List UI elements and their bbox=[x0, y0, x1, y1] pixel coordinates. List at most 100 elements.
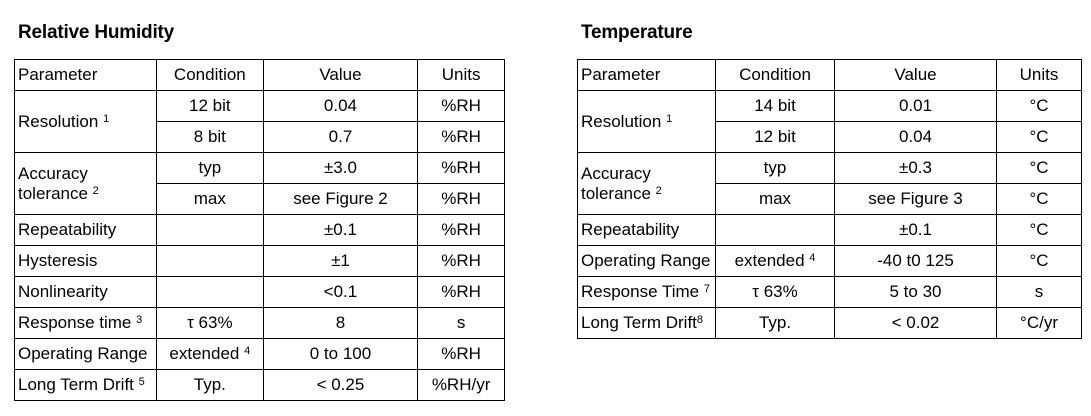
param-label: Resolution bbox=[581, 111, 662, 131]
param-nonlinearity: Nonlinearity bbox=[14, 276, 157, 308]
param-label: tolerance bbox=[581, 183, 651, 203]
condition-cell: τ 63% bbox=[155, 307, 264, 339]
param-label: tolerance bbox=[18, 183, 88, 203]
param-accuracy: Accuracy tolerance 2 bbox=[577, 152, 716, 215]
units-cell: %RH bbox=[417, 183, 505, 215]
condition-label: extended bbox=[734, 251, 805, 270]
header-units: Units bbox=[996, 59, 1082, 91]
table-row: Accuracy tolerance 2 typ ±0.3 °C bbox=[577, 152, 1082, 215]
table-row: Long Term Drift 5 Typ. < 0.25 %RH/yr bbox=[14, 369, 505, 401]
units-cell: °C bbox=[996, 214, 1082, 246]
units-cell: %RH bbox=[417, 214, 505, 246]
value-cell: ±1 bbox=[262, 245, 419, 277]
units-cell: °C bbox=[996, 183, 1082, 215]
value-cell: 0.04 bbox=[262, 90, 419, 122]
table-row: Nonlinearity <0.1 %RH bbox=[14, 276, 505, 308]
value-cell: ±3.0 bbox=[262, 152, 419, 184]
param-resolution: Resolution 1 bbox=[577, 90, 716, 153]
table-row: Response time 3 τ 63% 8 s bbox=[14, 307, 505, 339]
param-response-time: Response time 3 bbox=[14, 307, 157, 339]
param-label: Long Term Drift bbox=[581, 313, 697, 332]
units-cell: °C bbox=[996, 152, 1082, 184]
param-label: Response time bbox=[18, 313, 132, 332]
table-row: Repeatability ±0.1 %RH bbox=[14, 214, 505, 246]
value-cell: ±0.1 bbox=[262, 214, 419, 246]
table-row: Operating Range extended 4 0 to 100 %RH bbox=[14, 338, 505, 370]
value-cell: see Figure 3 bbox=[834, 183, 997, 215]
units-cell: °C bbox=[996, 245, 1082, 277]
header-condition: Condition bbox=[155, 59, 264, 91]
footnote-ref: 1 bbox=[666, 112, 673, 125]
condition-cell bbox=[715, 214, 835, 246]
condition-cell: extended 4 bbox=[155, 338, 264, 370]
condition-label: extended bbox=[169, 344, 240, 363]
table-row: Hysteresis ±1 %RH bbox=[14, 245, 505, 277]
value-cell: ±0.3 bbox=[834, 152, 997, 184]
condition-cell: 8 bit bbox=[155, 121, 264, 153]
header-value: Value bbox=[262, 59, 419, 91]
condition-cell: max bbox=[715, 183, 835, 215]
value-cell: < 0.02 bbox=[834, 307, 997, 339]
value-cell: see Figure 2 bbox=[262, 183, 419, 215]
table-row: Resolution 1 14 bit 0.01 °C bbox=[577, 90, 1082, 153]
units-cell: %RH bbox=[417, 245, 505, 277]
footnote-ref: 1 bbox=[103, 112, 110, 125]
rh-title: Relative Humidity bbox=[18, 22, 175, 43]
param-resolution: Resolution 1 bbox=[14, 90, 157, 153]
param-label: Response Time bbox=[581, 282, 700, 301]
table-row: max see Figure 3 °C bbox=[578, 183, 1082, 215]
param-repeatability: Repeatability bbox=[14, 214, 157, 246]
value-cell: 5 to 30 bbox=[834, 276, 997, 308]
condition-cell: τ 63% bbox=[715, 276, 835, 308]
rh-table: Parameter Condition Value Units Resoluti… bbox=[14, 59, 505, 401]
header-condition: Condition bbox=[715, 59, 835, 91]
param-operating-range: Operating Range bbox=[577, 245, 716, 277]
table-header-row: Parameter Condition Value Units bbox=[577, 59, 1082, 91]
header-parameter: Parameter bbox=[577, 59, 716, 91]
condition-cell bbox=[155, 276, 264, 308]
units-cell: s bbox=[996, 276, 1082, 308]
table-row: Resolution 1 12 bit 0.04 %RH bbox=[14, 90, 505, 153]
condition-cell: Typ. bbox=[715, 307, 835, 339]
units-cell: %RH bbox=[417, 90, 505, 122]
table-row: Accuracy tolerance 2 typ ±3.0 %RH bbox=[14, 152, 505, 215]
header-value: Value bbox=[834, 59, 997, 91]
param-label: Accuracy bbox=[18, 163, 88, 183]
param-response-time: Response Time 7 bbox=[577, 276, 716, 308]
footnote-ref: 4 bbox=[244, 345, 251, 357]
condition-cell: 12 bit bbox=[155, 90, 264, 122]
footnote-ref: 8 bbox=[696, 314, 704, 326]
condition-cell: max bbox=[155, 183, 264, 215]
table-row: Response Time 7 τ 63% 5 to 30 s bbox=[577, 276, 1082, 308]
param-repeatability: Repeatability bbox=[577, 214, 716, 246]
value-cell: 0 to 100 bbox=[262, 338, 419, 370]
temp-table: Parameter Condition Value Units Resoluti… bbox=[577, 59, 1082, 339]
condition-cell: 14 bit bbox=[715, 90, 835, 122]
units-cell: %RH bbox=[417, 152, 505, 184]
units-cell: %RH bbox=[417, 121, 505, 153]
param-long-term-drift: Long Term Drift8 bbox=[577, 307, 716, 339]
value-cell: 0.04 bbox=[834, 121, 997, 153]
param-label: Long Term Drift bbox=[18, 375, 134, 394]
units-cell: s bbox=[417, 307, 505, 339]
value-cell: 0.7 bbox=[262, 121, 419, 153]
condition-cell: extended 4 bbox=[715, 245, 835, 277]
param-operating-range: Operating Range bbox=[14, 338, 157, 370]
temp-title: Temperature bbox=[581, 22, 693, 43]
value-cell: <0.1 bbox=[262, 276, 419, 308]
condition-cell: typ bbox=[155, 152, 264, 184]
value-cell: -40 t0 125 bbox=[834, 245, 997, 277]
table-row: 12 bit 0.04 °C bbox=[578, 121, 1082, 153]
units-cell: °C bbox=[996, 121, 1082, 153]
param-accuracy: Accuracy tolerance 2 bbox=[14, 152, 157, 215]
footnote-ref: 7 bbox=[703, 283, 710, 295]
param-hysteresis: Hysteresis bbox=[14, 245, 157, 277]
param-long-term-drift: Long Term Drift 5 bbox=[14, 369, 157, 401]
footnote-ref: 4 bbox=[809, 252, 816, 264]
table-row: 8 bit 0.7 %RH bbox=[15, 121, 505, 153]
value-cell: < 0.25 bbox=[262, 369, 419, 401]
param-label: Resolution bbox=[18, 111, 99, 131]
condition-cell: 12 bit bbox=[715, 121, 835, 153]
table-header-row: Parameter Condition Value Units bbox=[14, 59, 505, 91]
units-cell: °C/yr bbox=[996, 307, 1082, 339]
